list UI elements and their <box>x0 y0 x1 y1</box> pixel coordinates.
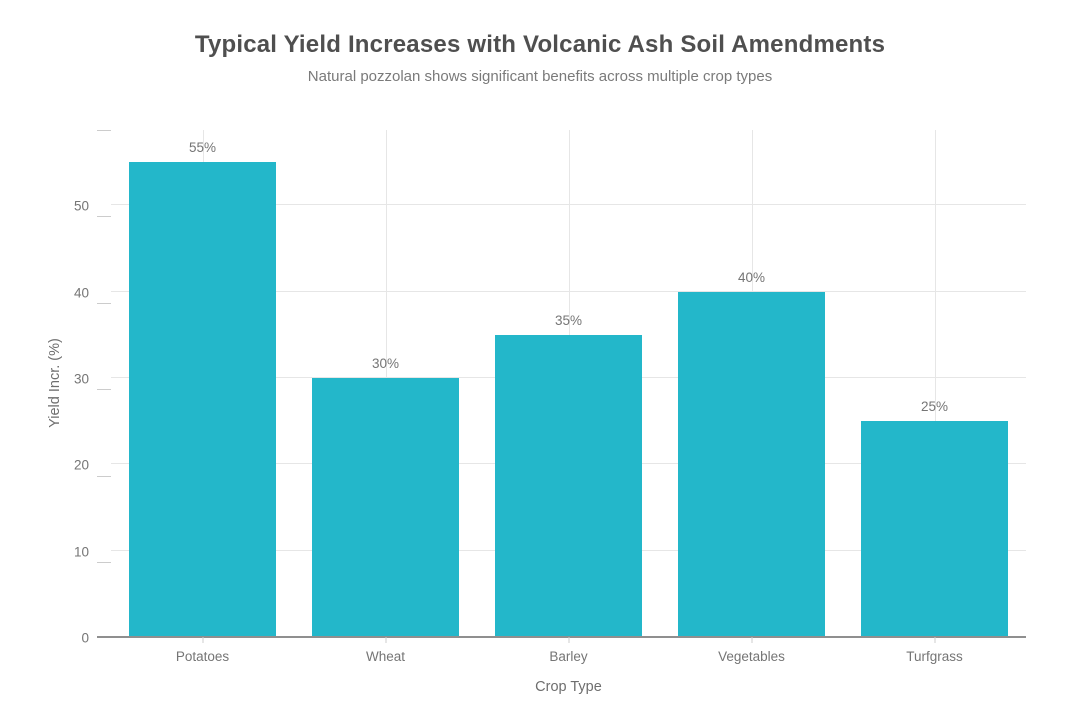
x-tick-mark <box>202 637 203 643</box>
x-axis-title: Crop Type <box>535 679 602 695</box>
chart-subtitle: Natural pozzolan shows significant benef… <box>307 68 773 85</box>
y-tick-mark <box>97 561 111 563</box>
x-axis: Potatoes Wheat Barley Vegetables Turfgrass <box>111 637 1026 677</box>
plot-area: 55% 30% 35% 40% 25% <box>97 130 1026 638</box>
y-axis: 0 10 20 30 40 50 <box>0 130 111 646</box>
y-tick-label: 30 <box>73 371 89 387</box>
x-tick-label: Wheat <box>365 649 406 664</box>
x-tick-mark <box>385 637 386 643</box>
bar-barley <box>495 334 642 637</box>
y-tick-mark <box>97 302 111 304</box>
y-axis-title: Yield Incr. (%) <box>47 338 63 428</box>
x-tick-mark <box>751 637 752 643</box>
x-axis-line <box>97 636 1026 638</box>
bar-wheat <box>312 377 459 637</box>
y-tick-label: 40 <box>73 285 89 301</box>
bar-turfgrass <box>861 421 1008 637</box>
y-tick-label: 50 <box>73 198 89 214</box>
bar-vegetables <box>678 291 825 637</box>
v-gridline <box>934 130 936 637</box>
x-tick-mark <box>934 637 935 643</box>
bar-value-label: 30% <box>371 355 400 371</box>
x-tick-label: Vegetables <box>718 649 785 664</box>
y-tick-label: 10 <box>73 544 89 560</box>
bar-value-label: 40% <box>737 269 766 285</box>
y-tick-mark <box>97 216 111 218</box>
bar-potatoes <box>129 161 276 637</box>
chart-title: Typical Yield Increases with Volcanic As… <box>194 31 886 58</box>
x-tick-label: Barley <box>549 649 588 664</box>
y-tick-label: 0 <box>81 630 89 646</box>
y-tick-label: 20 <box>73 457 89 473</box>
x-tick-mark <box>568 637 569 643</box>
bar-value-label: 35% <box>554 312 583 328</box>
y-tick-mark <box>97 130 111 131</box>
x-tick-label: Potatoes <box>175 649 230 664</box>
y-tick-mark <box>97 475 111 477</box>
y-tick-mark <box>97 389 111 391</box>
x-tick-label: Turfgrass <box>906 649 963 664</box>
bar-value-label: 25% <box>920 399 949 415</box>
bar-value-label: 55% <box>188 139 217 155</box>
